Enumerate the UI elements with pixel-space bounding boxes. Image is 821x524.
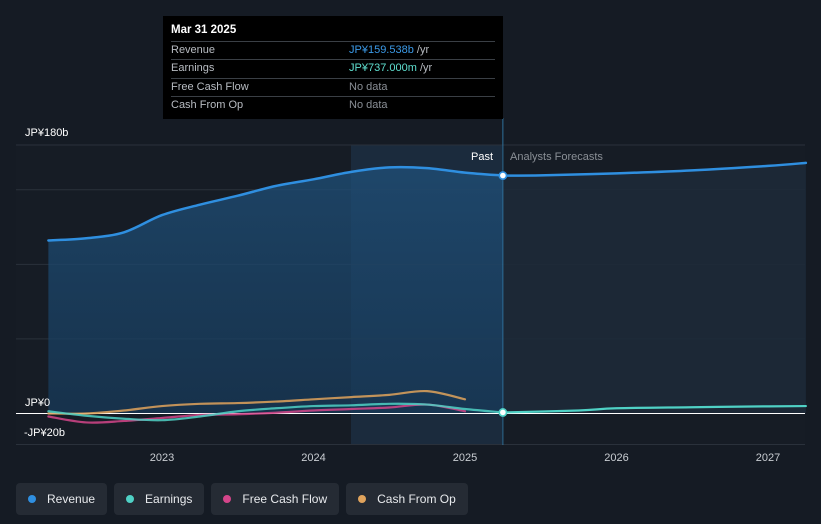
tooltip-unit: /yr — [419, 62, 433, 75]
tooltip-label: Free Cash Flow — [171, 80, 249, 93]
legend-item-cash-from-op[interactable]: Cash From Op — [346, 483, 468, 515]
tooltip-value-text: JP¥159.538b — [349, 44, 414, 56]
revenue-past-line — [47, 165, 505, 242]
tooltip-row-earnings: Earnings JP¥737.000m /yr — [171, 59, 495, 77]
free-cash-flow-past-line — [47, 403, 467, 424]
x-axis-labels: 2023 2024 2025 2026 2027 — [150, 452, 780, 464]
legend-item-free-cash-flow[interactable]: Free Cash Flow — [211, 483, 340, 515]
legend-dot-icon — [358, 495, 367, 503]
legend-label: Earnings — [145, 492, 193, 506]
tooltip-value: No data — [349, 98, 388, 111]
legend-dot-icon — [126, 495, 135, 503]
earnings-past-line — [47, 402, 504, 422]
chart-legend: Revenue Earnings Free Cash Flow Cash Fro… — [16, 483, 468, 515]
earnings-marker — [498, 408, 508, 417]
past-label: Past — [471, 151, 493, 163]
tooltip-value-text: JP¥737.000m — [349, 62, 417, 75]
y-axis-labels: JP¥180b JP¥0 -JP¥20b — [24, 127, 68, 439]
legend-label: Free Cash Flow — [242, 492, 328, 506]
x-axis-label: 2023 — [150, 452, 174, 464]
cash-from-op-past-line — [47, 389, 467, 415]
tooltip-value: No data — [349, 80, 388, 93]
series-lines — [47, 161, 808, 424]
tooltip-label: Cash From Op — [171, 98, 244, 111]
y-axis-label: -JP¥20b — [24, 427, 65, 439]
tooltip-label: Earnings — [171, 62, 215, 75]
series-areas — [48, 162, 806, 414]
legend-dot-icon — [28, 495, 36, 503]
x-axis-label: 2027 — [756, 452, 780, 464]
forecast-label: Analysts Forecasts — [510, 151, 603, 163]
tooltip-row-free-cash-flow: Free Cash Flow No data — [171, 77, 495, 96]
data-tooltip: Mar 31 2025 Revenue JP¥159.538b /yr Earn… — [163, 16, 503, 119]
revenue-marker — [498, 171, 508, 180]
legend-dot-icon — [223, 495, 232, 503]
legend-item-earnings[interactable]: Earnings — [114, 483, 205, 515]
legend-item-revenue[interactable]: Revenue — [16, 483, 108, 515]
revenue-forecast-line — [501, 161, 808, 177]
earnings-forecast-line — [501, 404, 807, 414]
tooltip-value: JP¥737.000m /yr — [349, 60, 432, 77]
tooltip-row-cash-from-op: Cash From Op No data — [171, 95, 495, 114]
tooltip-label: Revenue — [171, 44, 216, 56]
y-axis-label: JP¥0 — [25, 397, 50, 409]
revenue-past-area — [48, 167, 503, 414]
x-axis-label: 2025 — [453, 452, 477, 464]
legend-label: Revenue — [47, 492, 96, 506]
y-axis-label: JP¥180b — [25, 127, 68, 139]
tooltip-unit: /yr — [416, 44, 430, 56]
highlight-markers — [498, 171, 508, 417]
x-axis-label: 2024 — [301, 452, 325, 464]
tooltip-row-revenue: Revenue JP¥159.538b /yr — [171, 41, 495, 59]
legend-label: Cash From Op — [377, 492, 456, 506]
tooltip-value: JP¥159.538b /yr — [349, 42, 429, 59]
tooltip-date: Mar 31 2025 — [171, 24, 237, 36]
x-axis-label: 2026 — [604, 452, 628, 464]
revenue-forecast-area — [502, 162, 806, 414]
